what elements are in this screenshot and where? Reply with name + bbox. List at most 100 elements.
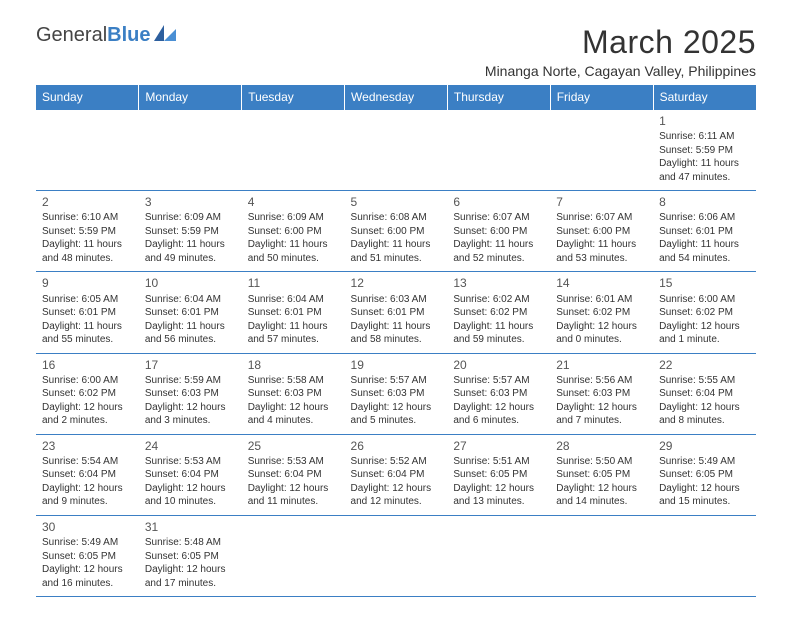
daylight-line: Daylight: 12 hours and 15 minutes. bbox=[659, 482, 750, 509]
month-title: March 2025 bbox=[485, 24, 756, 61]
calendar-day-cell: 16Sunrise: 6:00 AMSunset: 6:02 PMDayligh… bbox=[36, 353, 139, 434]
daylight-line: Daylight: 12 hours and 8 minutes. bbox=[659, 401, 750, 428]
calendar-week-row: 2Sunrise: 6:10 AMSunset: 5:59 PMDaylight… bbox=[36, 191, 756, 272]
sunset-line: Sunset: 6:00 PM bbox=[556, 225, 647, 239]
calendar-empty-cell bbox=[242, 110, 345, 191]
daylight-line: Daylight: 11 hours and 48 minutes. bbox=[42, 238, 133, 265]
weekday-header: Thursday bbox=[447, 85, 550, 110]
sunset-line: Sunset: 6:01 PM bbox=[42, 306, 133, 320]
daylight-line: Daylight: 12 hours and 4 minutes. bbox=[248, 401, 339, 428]
day-number: 29 bbox=[659, 438, 750, 454]
daylight-line: Daylight: 12 hours and 3 minutes. bbox=[145, 401, 236, 428]
daylight-line: Daylight: 11 hours and 58 minutes. bbox=[351, 320, 442, 347]
sunrise-line: Sunrise: 5:54 AM bbox=[42, 455, 133, 469]
sunrise-line: Sunrise: 5:55 AM bbox=[659, 374, 750, 388]
day-number: 19 bbox=[351, 357, 442, 373]
sunset-line: Sunset: 6:03 PM bbox=[248, 387, 339, 401]
sunrise-line: Sunrise: 6:07 AM bbox=[453, 211, 544, 225]
day-number: 5 bbox=[351, 194, 442, 210]
daylight-line: Daylight: 11 hours and 55 minutes. bbox=[42, 320, 133, 347]
calendar-empty-cell bbox=[139, 110, 242, 191]
sunrise-line: Sunrise: 6:03 AM bbox=[351, 293, 442, 307]
day-number: 20 bbox=[453, 357, 544, 373]
day-number: 27 bbox=[453, 438, 544, 454]
calendar-day-cell: 13Sunrise: 6:02 AMSunset: 6:02 PMDayligh… bbox=[447, 272, 550, 353]
sunset-line: Sunset: 6:04 PM bbox=[145, 468, 236, 482]
sunset-line: Sunset: 6:01 PM bbox=[145, 306, 236, 320]
sunset-line: Sunset: 5:59 PM bbox=[659, 144, 750, 158]
calendar-empty-cell bbox=[345, 110, 448, 191]
sunset-line: Sunset: 6:01 PM bbox=[351, 306, 442, 320]
sunrise-line: Sunrise: 5:59 AM bbox=[145, 374, 236, 388]
day-number: 1 bbox=[659, 113, 750, 129]
sunset-line: Sunset: 6:05 PM bbox=[453, 468, 544, 482]
calendar-day-cell: 14Sunrise: 6:01 AMSunset: 6:02 PMDayligh… bbox=[550, 272, 653, 353]
calendar-day-cell: 30Sunrise: 5:49 AMSunset: 6:05 PMDayligh… bbox=[36, 515, 139, 596]
day-number: 4 bbox=[248, 194, 339, 210]
calendar-day-cell: 1Sunrise: 6:11 AMSunset: 5:59 PMDaylight… bbox=[653, 110, 756, 191]
calendar-day-cell: 8Sunrise: 6:06 AMSunset: 6:01 PMDaylight… bbox=[653, 191, 756, 272]
day-number: 13 bbox=[453, 275, 544, 291]
calendar-day-cell: 10Sunrise: 6:04 AMSunset: 6:01 PMDayligh… bbox=[139, 272, 242, 353]
calendar-day-cell: 20Sunrise: 5:57 AMSunset: 6:03 PMDayligh… bbox=[447, 353, 550, 434]
calendar-empty-cell bbox=[447, 110, 550, 191]
sunrise-line: Sunrise: 5:58 AM bbox=[248, 374, 339, 388]
sunset-line: Sunset: 6:05 PM bbox=[556, 468, 647, 482]
daylight-line: Daylight: 12 hours and 17 minutes. bbox=[145, 563, 236, 590]
sunset-line: Sunset: 6:00 PM bbox=[248, 225, 339, 239]
logo-text-2: Blue bbox=[107, 24, 150, 47]
calendar-day-cell: 19Sunrise: 5:57 AMSunset: 6:03 PMDayligh… bbox=[345, 353, 448, 434]
sunrise-line: Sunrise: 5:53 AM bbox=[145, 455, 236, 469]
sunrise-line: Sunrise: 5:50 AM bbox=[556, 455, 647, 469]
sunrise-line: Sunrise: 6:08 AM bbox=[351, 211, 442, 225]
daylight-line: Daylight: 11 hours and 51 minutes. bbox=[351, 238, 442, 265]
daylight-line: Daylight: 12 hours and 6 minutes. bbox=[453, 401, 544, 428]
sunset-line: Sunset: 6:05 PM bbox=[145, 550, 236, 564]
day-number: 23 bbox=[42, 438, 133, 454]
daylight-line: Daylight: 12 hours and 14 minutes. bbox=[556, 482, 647, 509]
sunset-line: Sunset: 6:04 PM bbox=[659, 387, 750, 401]
daylight-line: Daylight: 12 hours and 12 minutes. bbox=[351, 482, 442, 509]
day-number: 24 bbox=[145, 438, 236, 454]
day-number: 10 bbox=[145, 275, 236, 291]
calendar-day-cell: 28Sunrise: 5:50 AMSunset: 6:05 PMDayligh… bbox=[550, 434, 653, 515]
sunrise-line: Sunrise: 6:07 AM bbox=[556, 211, 647, 225]
sunrise-line: Sunrise: 6:02 AM bbox=[453, 293, 544, 307]
sunrise-line: Sunrise: 5:56 AM bbox=[556, 374, 647, 388]
title-block: March 2025 Minanga Norte, Cagayan Valley… bbox=[485, 24, 756, 79]
day-number: 22 bbox=[659, 357, 750, 373]
calendar-empty-cell bbox=[345, 515, 448, 596]
daylight-line: Daylight: 11 hours and 57 minutes. bbox=[248, 320, 339, 347]
header: GeneralBlue March 2025 Minanga Norte, Ca… bbox=[36, 24, 756, 79]
day-number: 17 bbox=[145, 357, 236, 373]
calendar-day-cell: 31Sunrise: 5:48 AMSunset: 6:05 PMDayligh… bbox=[139, 515, 242, 596]
sunset-line: Sunset: 6:03 PM bbox=[351, 387, 442, 401]
calendar-day-cell: 27Sunrise: 5:51 AMSunset: 6:05 PMDayligh… bbox=[447, 434, 550, 515]
location: Minanga Norte, Cagayan Valley, Philippin… bbox=[485, 63, 756, 79]
day-number: 31 bbox=[145, 519, 236, 535]
sunset-line: Sunset: 6:00 PM bbox=[453, 225, 544, 239]
calendar-day-cell: 15Sunrise: 6:00 AMSunset: 6:02 PMDayligh… bbox=[653, 272, 756, 353]
sunset-line: Sunset: 6:04 PM bbox=[351, 468, 442, 482]
logo-text-1: General bbox=[36, 24, 107, 47]
day-number: 28 bbox=[556, 438, 647, 454]
daylight-line: Daylight: 12 hours and 10 minutes. bbox=[145, 482, 236, 509]
daylight-line: Daylight: 11 hours and 49 minutes. bbox=[145, 238, 236, 265]
sunrise-line: Sunrise: 5:49 AM bbox=[42, 536, 133, 550]
day-number: 11 bbox=[248, 275, 339, 291]
day-number: 26 bbox=[351, 438, 442, 454]
sunset-line: Sunset: 6:02 PM bbox=[556, 306, 647, 320]
sunrise-line: Sunrise: 5:57 AM bbox=[351, 374, 442, 388]
daylight-line: Daylight: 12 hours and 9 minutes. bbox=[42, 482, 133, 509]
day-number: 9 bbox=[42, 275, 133, 291]
sunrise-line: Sunrise: 6:09 AM bbox=[248, 211, 339, 225]
sunset-line: Sunset: 6:02 PM bbox=[659, 306, 750, 320]
sunset-line: Sunset: 6:01 PM bbox=[659, 225, 750, 239]
sunset-line: Sunset: 5:59 PM bbox=[145, 225, 236, 239]
day-number: 8 bbox=[659, 194, 750, 210]
daylight-line: Daylight: 12 hours and 11 minutes. bbox=[248, 482, 339, 509]
day-number: 16 bbox=[42, 357, 133, 373]
logo-icon bbox=[154, 24, 178, 47]
sunset-line: Sunset: 6:03 PM bbox=[453, 387, 544, 401]
sunset-line: Sunset: 6:02 PM bbox=[42, 387, 133, 401]
